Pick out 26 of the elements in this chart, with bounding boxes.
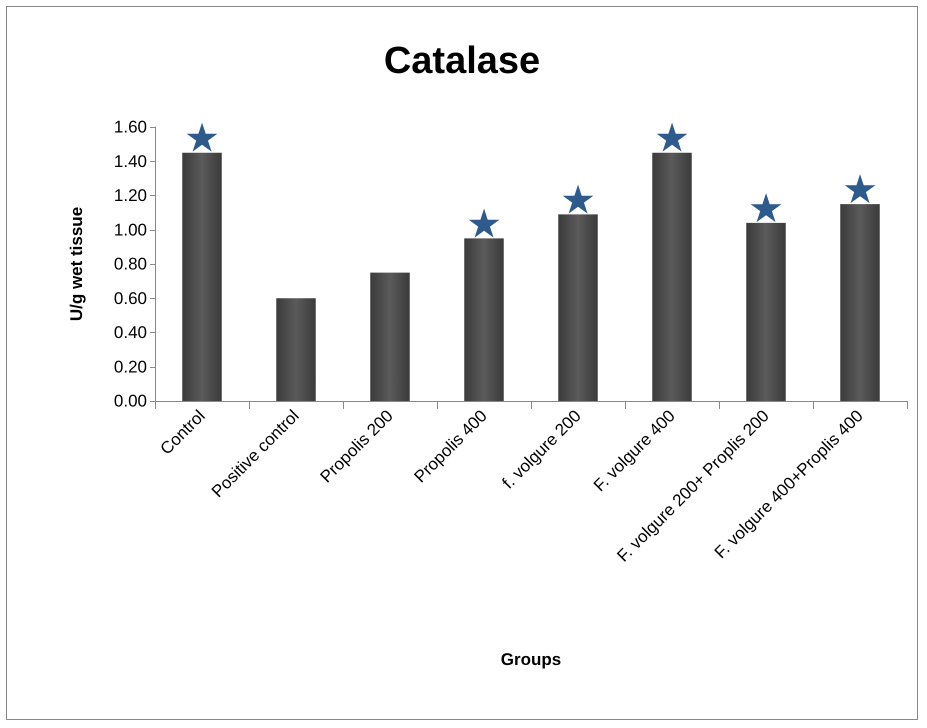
y-tick-label: 0.80 (114, 254, 147, 274)
bar (652, 152, 692, 401)
annotation: ★ (842, 167, 878, 214)
bar (558, 214, 598, 401)
annotation: ★ (748, 186, 784, 232)
y-tick-label: 1.20 (114, 186, 147, 205)
x-axis-title: Groups (500, 650, 562, 669)
y-tick-label: 1.60 (114, 118, 147, 136)
bar (182, 152, 222, 401)
y-tick-label: 0.60 (114, 288, 147, 308)
bar (840, 204, 880, 401)
annotation: ★ (560, 177, 596, 224)
annotation: ★ (654, 116, 690, 162)
chart-title: Catalase (384, 40, 540, 82)
y-tick-label: 1.00 (114, 220, 147, 240)
y-tick-label: 1.40 (114, 152, 147, 171)
y-tick-label: 0.00 (114, 392, 147, 410)
bar (464, 238, 504, 401)
y-tick-label: 0.20 (114, 357, 147, 376)
annotation: ★ (466, 201, 502, 248)
bar (746, 222, 786, 401)
y-tick-label: 0.40 (114, 323, 147, 342)
bar (276, 298, 316, 401)
bar (370, 272, 410, 401)
y-axis-title: U/g wet tissue (67, 206, 86, 322)
annotation: ★ (184, 116, 220, 162)
